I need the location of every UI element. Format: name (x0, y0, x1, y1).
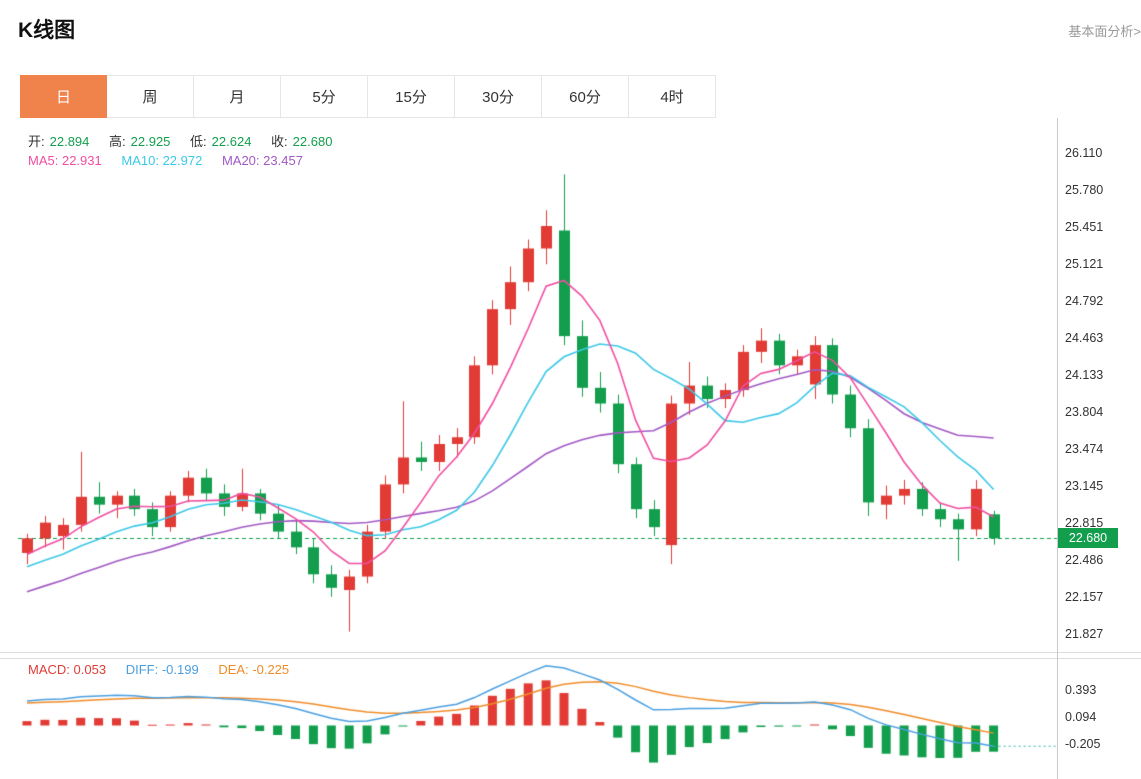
ma-legend: MA5: 22.931 MA10: 22.972 MA20: 23.457 (28, 153, 319, 168)
macd-axis-tick: -0.205 (1065, 737, 1101, 751)
price-axis-tick: 21.827 (1065, 627, 1104, 641)
price-axis-tick: 22.486 (1065, 553, 1104, 567)
candlestick-canvas[interactable] (0, 118, 1057, 779)
ma10-value: MA10: 22.972 (121, 153, 203, 168)
price-axis-tick: 25.451 (1065, 220, 1104, 234)
price-axis-tick: 22.815 (1065, 516, 1104, 530)
panel-divider-top (0, 652, 1141, 653)
tab-60min[interactable]: 60分 (542, 75, 629, 118)
header: K线图 基本面分析> (0, 0, 1141, 58)
price-axis-tick: 25.780 (1065, 183, 1104, 197)
high-value: 高: 22.925 (109, 134, 171, 149)
price-axis-tick: 23.474 (1065, 442, 1104, 456)
tab-day[interactable]: 日 (20, 75, 107, 118)
price-axis-tick: 24.463 (1065, 331, 1104, 345)
ohlc-legend: 开: 22.894 高: 22.925 低: 22.624 收: 22.680 (28, 131, 348, 150)
low-value: 低: 22.624 (190, 134, 252, 149)
close-value: 收: 22.680 (271, 134, 333, 149)
tab-5min[interactable]: 5分 (281, 75, 368, 118)
price-axis-tick: 23.145 (1065, 479, 1104, 493)
macd-axis-tick: 0.094 (1065, 710, 1097, 724)
ma5-value: MA5: 22.931 (28, 153, 102, 168)
fundamental-analysis-link[interactable]: 基本面分析> (1068, 24, 1141, 39)
price-axis-tick: 23.804 (1065, 405, 1104, 419)
page-title: K线图 (18, 19, 76, 42)
diff-value: DIFF: -0.199 (125, 662, 199, 677)
tab-30min[interactable]: 30分 (455, 75, 542, 118)
dea-value: DEA: -0.225 (218, 662, 290, 677)
chart-area: 开: 22.894 高: 22.925 低: 22.624 收: 22.680 MA5:… (0, 118, 1141, 779)
current-price-badge: 22.680 (1058, 528, 1118, 548)
price-axis-tick: 26.110 (1065, 146, 1103, 160)
price-axis: 26.110 25.780 25.451 25.121 24.792 24.46… (1057, 118, 1141, 779)
panel-divider-bottom (0, 658, 1141, 659)
tab-4hour[interactable]: 4时 (629, 75, 716, 118)
macd-legend: MACD: 0.053 DIFF: -0.199 DEA: -0.225 (28, 662, 305, 677)
tab-month[interactable]: 月 (194, 75, 281, 118)
price-axis-tick: 24.133 (1065, 368, 1104, 382)
interval-tabs: 日 周 月 5分 15分 30分 60分 4时 (20, 75, 716, 118)
tab-15min[interactable]: 15分 (368, 75, 455, 118)
macd-value: MACD: 0.053 (28, 662, 107, 677)
open-value: 开: 22.894 (28, 134, 90, 149)
tab-week[interactable]: 周 (107, 75, 194, 118)
price-axis-tick: 22.157 (1065, 590, 1104, 604)
macd-axis-tick: 0.393 (1065, 683, 1097, 697)
price-axis-tick: 25.121 (1065, 257, 1104, 271)
ma20-value: MA20: 23.457 (221, 153, 303, 168)
price-axis-tick: 24.792 (1065, 294, 1104, 308)
